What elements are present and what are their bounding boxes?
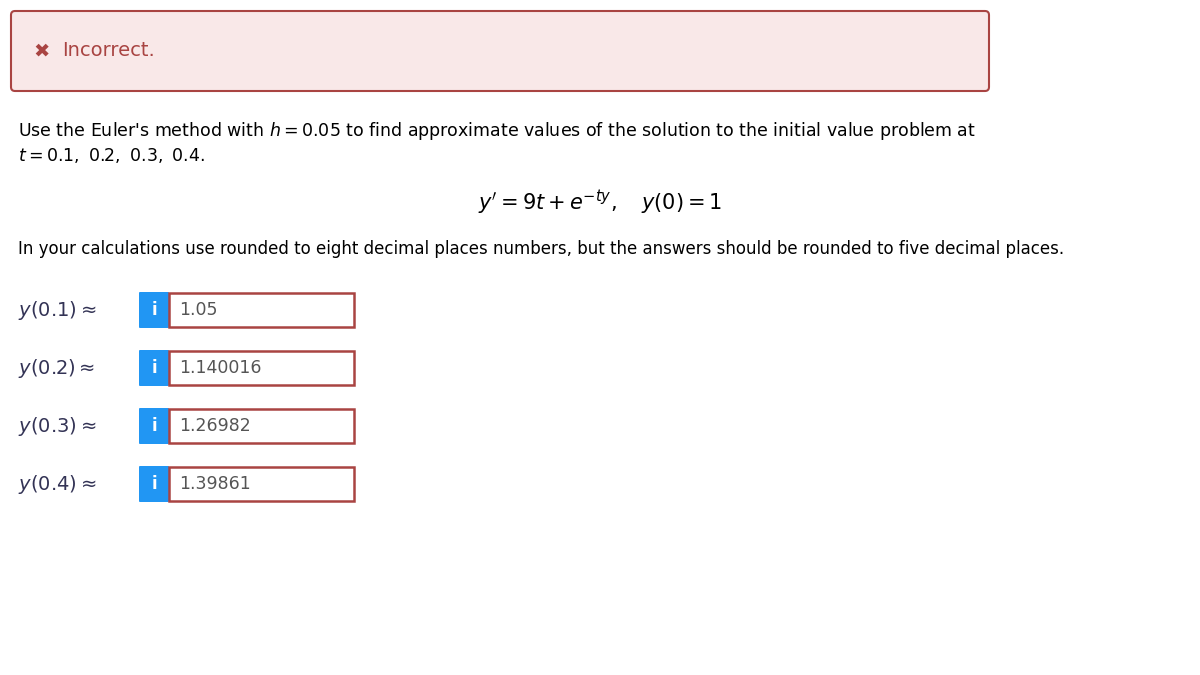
Text: $y(0.2) \approx$: $y(0.2) \approx$ [18,356,95,379]
Text: 1.26982: 1.26982 [179,417,251,435]
FancyBboxPatch shape [139,466,169,502]
Bar [169,467,354,501]
Text: ✖: ✖ [34,41,50,61]
Text: i: i [151,417,157,435]
FancyBboxPatch shape [11,11,989,91]
Text: 1.140016: 1.140016 [179,359,262,377]
Text: 1.39861: 1.39861 [179,475,251,493]
Text: $y(0.3) \approx$: $y(0.3) \approx$ [18,414,96,437]
Text: 1.05: 1.05 [179,301,217,319]
Bar [169,351,354,385]
Text: $y(0.4) \approx$: $y(0.4) \approx$ [18,472,96,495]
Bar [169,293,354,327]
Text: $y' = 9t + e^{-ty}, \quad y(0) = 1$: $y' = 9t + e^{-ty}, \quad y(0) = 1$ [478,188,722,217]
Text: i: i [151,475,157,493]
Text: $t = 0.1, \ 0.2, \ 0.3, \ 0.4.$: $t = 0.1, \ 0.2, \ 0.3, \ 0.4.$ [18,146,205,165]
Text: Use the Euler's method with $h = 0.05$ to find approximate values of the solutio: Use the Euler's method with $h = 0.05$ t… [18,120,976,142]
Bar [169,409,354,443]
FancyBboxPatch shape [139,292,169,328]
Text: In your calculations use rounded to eight decimal places numbers, but the answer: In your calculations use rounded to eigh… [18,240,1064,258]
Text: $y(0.1) \approx$: $y(0.1) \approx$ [18,298,96,321]
Text: Incorrect.: Incorrect. [62,41,155,61]
FancyBboxPatch shape [139,408,169,444]
Text: i: i [151,359,157,377]
FancyBboxPatch shape [139,350,169,386]
Text: i: i [151,301,157,319]
